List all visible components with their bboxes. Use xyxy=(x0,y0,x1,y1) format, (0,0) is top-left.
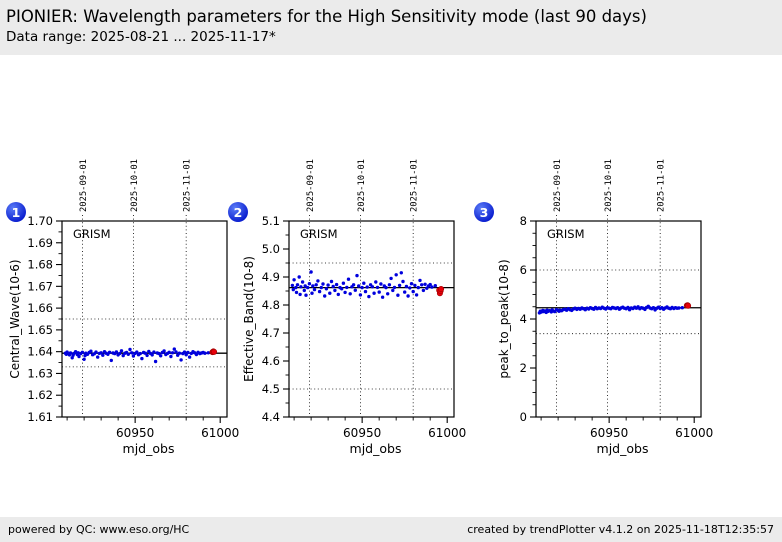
svg-text:mjd_obs: mjd_obs xyxy=(123,441,175,456)
svg-text:1.69: 1.69 xyxy=(27,236,53,250)
svg-text:60950: 60950 xyxy=(590,426,628,440)
panel-2-badge-label: 2 xyxy=(233,204,243,220)
svg-text:5.0: 5.0 xyxy=(262,242,280,256)
svg-text:2025-09-01: 2025-09-01 xyxy=(79,159,89,212)
svg-text:4.8: 4.8 xyxy=(262,298,280,312)
svg-text:1.70: 1.70 xyxy=(27,214,53,228)
svg-text:Effective_Band(10-8): Effective_Band(10-8) xyxy=(242,256,256,382)
data-range-subtitle: Data range: 2025-08-21 ... 2025-11-17* xyxy=(6,29,276,45)
svg-text:2025-09-01: 2025-09-01 xyxy=(306,159,316,212)
svg-text:1.65: 1.65 xyxy=(27,323,53,337)
svg-text:GRISM: GRISM xyxy=(300,227,338,241)
footer-created-by: created by trendPlotter v4.1.2 on 2025-1… xyxy=(467,523,774,536)
svg-text:60950: 60950 xyxy=(116,426,154,440)
svg-text:61000: 61000 xyxy=(675,426,713,440)
panel-3-badge[interactable]: 3 xyxy=(474,202,494,222)
svg-text:61000: 61000 xyxy=(428,426,466,440)
svg-text:1.67: 1.67 xyxy=(27,279,53,293)
svg-text:4.9: 4.9 xyxy=(262,270,280,284)
svg-text:61000: 61000 xyxy=(201,426,239,440)
svg-text:5.1: 5.1 xyxy=(262,214,280,228)
page-title: PIONIER: Wavelength parameters for the H… xyxy=(6,7,647,26)
svg-text:1.66: 1.66 xyxy=(27,301,53,315)
svg-text:Central_Wave(10-6): Central_Wave(10-6) xyxy=(8,259,22,378)
svg-text:2025-10-01: 2025-10-01 xyxy=(604,159,614,212)
panel-1-badge-label: 1 xyxy=(11,204,21,220)
svg-text:1.61: 1.61 xyxy=(27,410,53,424)
svg-text:GRISM: GRISM xyxy=(547,227,585,241)
svg-text:0: 0 xyxy=(520,410,527,424)
svg-text:1.68: 1.68 xyxy=(27,258,53,272)
svg-text:2: 2 xyxy=(520,361,527,375)
svg-text:4.4: 4.4 xyxy=(262,410,280,424)
panel-1-badge[interactable]: 1 xyxy=(6,202,26,222)
svg-text:1.62: 1.62 xyxy=(27,388,53,402)
svg-text:4: 4 xyxy=(520,312,527,326)
svg-text:mjd_obs: mjd_obs xyxy=(350,441,402,456)
svg-text:8: 8 xyxy=(520,214,527,228)
svg-text:4.7: 4.7 xyxy=(262,326,280,340)
header: PIONIER: Wavelength parameters for the H… xyxy=(0,0,782,55)
plot-panel-background xyxy=(0,55,782,517)
svg-text:peak_to_peak(10-8): peak_to_peak(10-8) xyxy=(497,259,511,378)
svg-text:4.6: 4.6 xyxy=(262,354,280,368)
svg-text:2025-11-01: 2025-11-01 xyxy=(657,159,667,212)
svg-text:60950: 60950 xyxy=(343,426,381,440)
svg-text:mjd_obs: mjd_obs xyxy=(597,441,649,456)
svg-text:GRISM: GRISM xyxy=(73,227,111,241)
svg-text:2025-11-01: 2025-11-01 xyxy=(410,159,420,212)
svg-text:2025-09-01: 2025-09-01 xyxy=(553,159,563,212)
footer: powered by QC: www.eso.org/HC created by… xyxy=(0,517,782,542)
svg-text:2025-10-01: 2025-10-01 xyxy=(130,159,140,212)
svg-text:6: 6 xyxy=(520,263,527,277)
svg-text:2025-10-01: 2025-10-01 xyxy=(357,159,367,212)
svg-text:4.5: 4.5 xyxy=(262,382,280,396)
panel-3-badge-label: 3 xyxy=(479,204,489,220)
panel-2-badge[interactable]: 2 xyxy=(228,202,248,222)
svg-text:1.64: 1.64 xyxy=(27,345,53,359)
svg-text:1.63: 1.63 xyxy=(27,366,53,380)
footer-qc-link[interactable]: powered by QC: www.eso.org/HC xyxy=(8,523,190,536)
svg-text:2025-11-01: 2025-11-01 xyxy=(183,159,193,212)
